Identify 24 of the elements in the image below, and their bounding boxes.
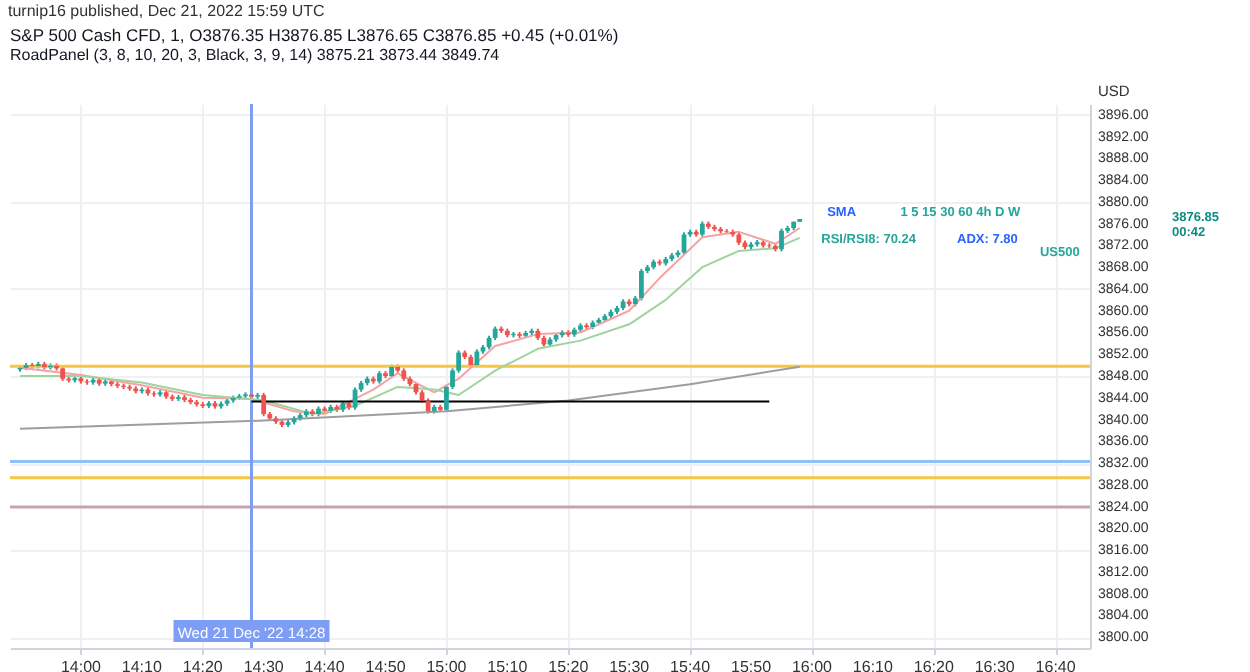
x-tick-label: 14:30 xyxy=(243,658,285,672)
x-tick-label: 14:10 xyxy=(121,658,163,672)
chart-subtitle: RoadPanel (3, 8, 10, 20, 3, Black, 3, 9, 14) 3875.21 3873.44 3849.74 xyxy=(10,46,501,64)
candlestick xyxy=(261,391,267,418)
x-tick-label: 15:20 xyxy=(548,658,590,672)
text: turnip16 published, Dec 21, 2022 15:59 UTC xyxy=(6,0,327,22)
line-series xyxy=(19,365,801,430)
x-tick-label: 16:40 xyxy=(1035,658,1077,672)
x-tick-label: 14:40 xyxy=(304,658,346,672)
x-tick-label: 15:50 xyxy=(731,658,773,672)
x-tick-label: 15:00 xyxy=(426,658,468,672)
x-tick-label: 16:00 xyxy=(791,658,834,672)
candlestick xyxy=(638,267,644,302)
chart-title: S&P 500 Cash CFD, 1, O3876.35 H3876.85 L3876.65 C3876.85 +0.45 (+0.01%) xyxy=(10,25,619,45)
x-tick-label: 15:10 xyxy=(487,658,529,672)
candlestick xyxy=(779,227,784,253)
x-tick-label: 16:10 xyxy=(852,658,894,672)
x-tick-label: 15:40 xyxy=(670,658,712,672)
x-tick-label: 14:50 xyxy=(365,658,407,672)
x-tick-label: 16:30 xyxy=(974,658,1016,672)
x-tick-label: 16:20 xyxy=(913,658,955,672)
x-tick-label: 14:20 xyxy=(182,658,224,672)
x-tick-label: 14:00 xyxy=(60,658,103,672)
x-tick-label: 15:30 xyxy=(609,658,651,672)
